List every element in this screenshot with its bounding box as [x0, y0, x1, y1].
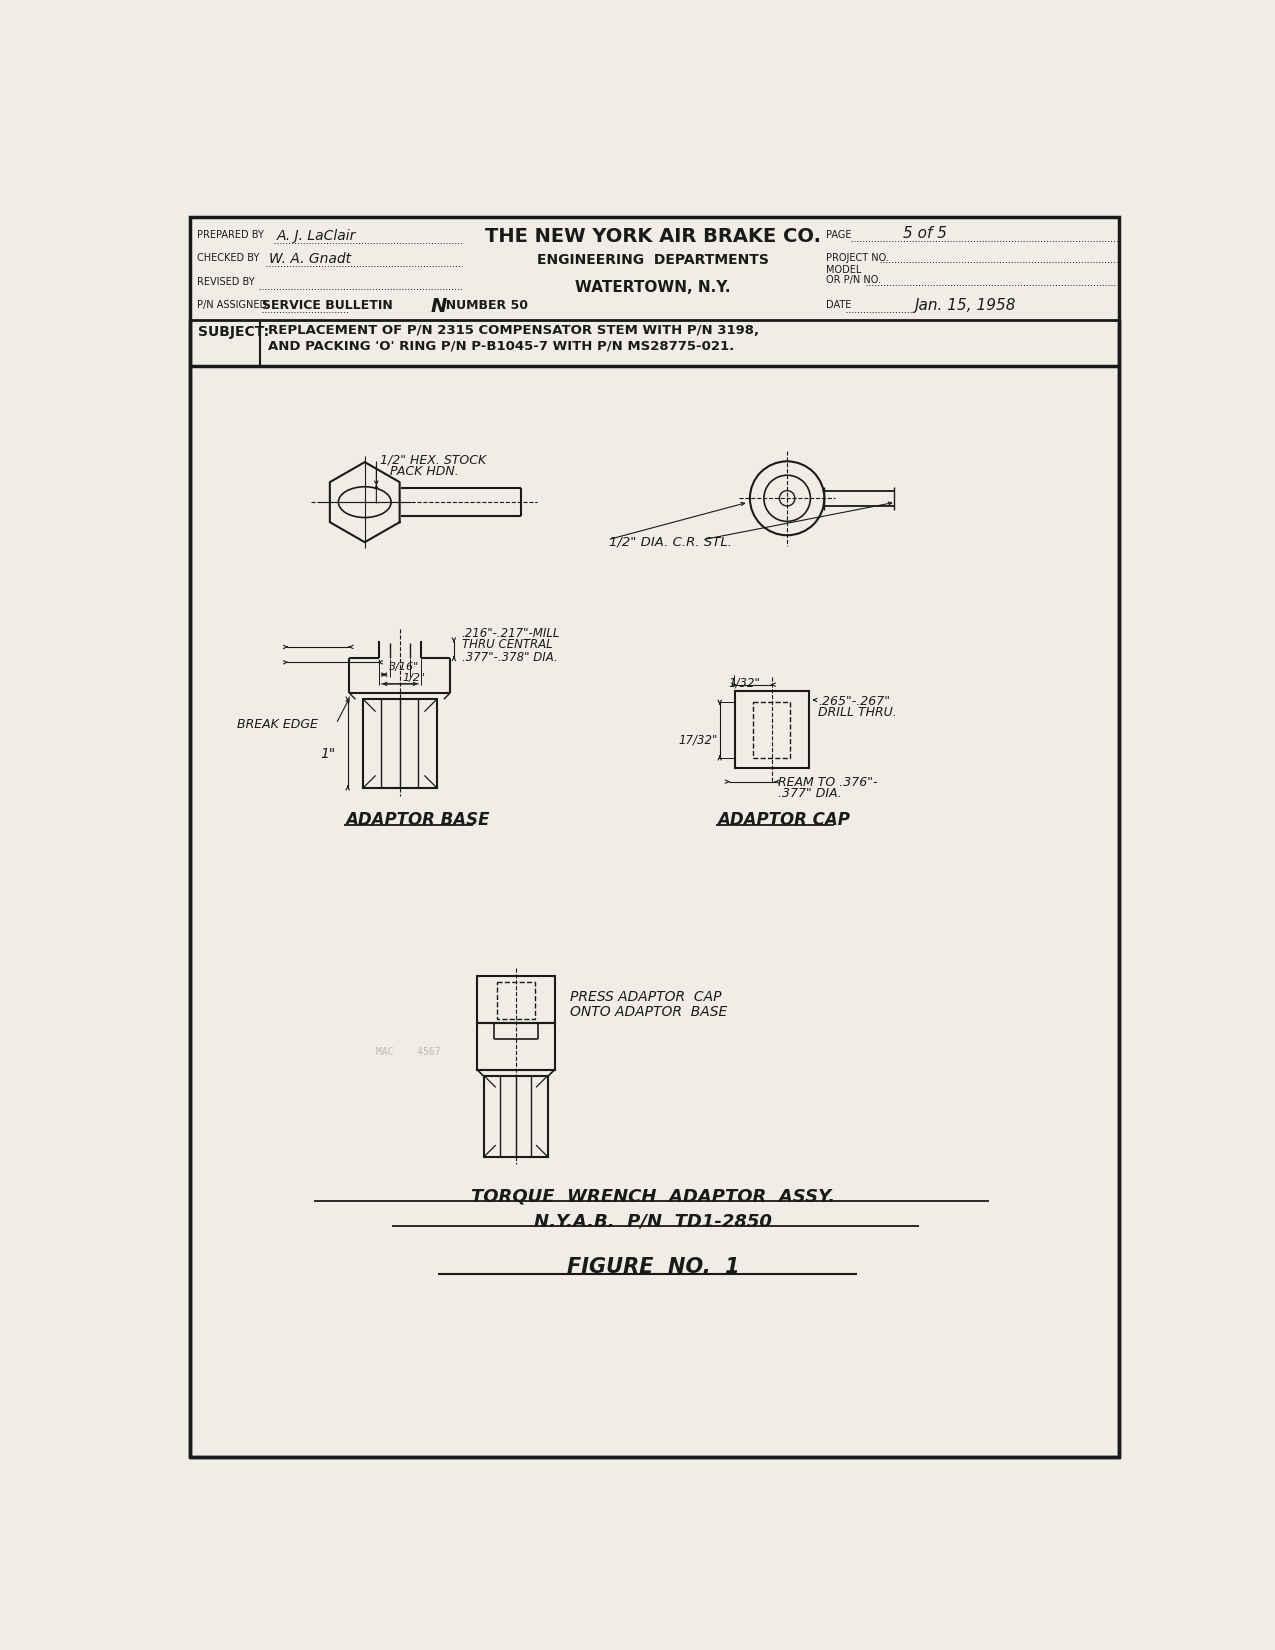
- Text: ADAPTOR BASE: ADAPTOR BASE: [346, 810, 490, 828]
- Text: DRILL THRU.: DRILL THRU.: [819, 706, 896, 719]
- Text: PACK HDN.: PACK HDN.: [390, 465, 459, 478]
- Bar: [754, 703, 790, 757]
- Text: N: N: [431, 297, 448, 315]
- Text: 17/32": 17/32": [678, 734, 718, 747]
- Text: PRESS ADAPTOR  CAP: PRESS ADAPTOR CAP: [570, 990, 722, 1003]
- Text: 1": 1": [321, 747, 337, 761]
- Text: DATE: DATE: [826, 300, 852, 310]
- Text: 3/16": 3/16": [389, 662, 419, 672]
- Text: REVISED BY: REVISED BY: [196, 277, 254, 287]
- Text: FIGURE  NO.  1: FIGURE NO. 1: [566, 1257, 740, 1277]
- Text: 1/2" DIA. C.R. STL.: 1/2" DIA. C.R. STL.: [609, 535, 732, 548]
- Text: BREAK EDGE: BREAK EDGE: [237, 718, 317, 731]
- Text: ONTO ADAPTOR  BASE: ONTO ADAPTOR BASE: [570, 1005, 727, 1020]
- Text: OR P/N NO.: OR P/N NO.: [826, 276, 881, 285]
- Bar: [736, 691, 808, 767]
- Text: THRU CENTRAL: THRU CENTRAL: [462, 639, 552, 652]
- Text: THE NEW YORK AIR BRAKE CO.: THE NEW YORK AIR BRAKE CO.: [484, 228, 821, 246]
- Bar: [484, 1076, 548, 1157]
- Text: 1/2" HEX. STOCK: 1/2" HEX. STOCK: [380, 454, 487, 467]
- Text: .377"-.378" DIA.: .377"-.378" DIA.: [462, 650, 557, 663]
- Bar: [363, 700, 437, 787]
- Text: MAC    4567: MAC 4567: [376, 1046, 441, 1056]
- Text: 5 of 5: 5 of 5: [904, 226, 947, 241]
- Text: PAGE: PAGE: [826, 231, 852, 241]
- Text: REPLACEMENT OF P/N 2315 COMPENSATOR STEM WITH P/N 3198,: REPLACEMENT OF P/N 2315 COMPENSATOR STEM…: [268, 323, 759, 337]
- Bar: [477, 1023, 555, 1069]
- Text: P/N ASSIGNED: P/N ASSIGNED: [196, 300, 266, 310]
- Text: MODEL: MODEL: [826, 266, 861, 276]
- Text: N.Y.A.B.  P/N  TD1-2850: N.Y.A.B. P/N TD1-2850: [534, 1213, 771, 1231]
- Text: WATERTOWN, N.Y.: WATERTOWN, N.Y.: [575, 279, 731, 295]
- Text: AND PACKING 'O' RING P/N P-B1045-7 WITH P/N MS28775-021.: AND PACKING 'O' RING P/N P-B1045-7 WITH …: [268, 340, 734, 353]
- Text: ADAPTOR CAP: ADAPTOR CAP: [718, 810, 850, 828]
- Text: 1/2": 1/2": [403, 673, 426, 683]
- Text: PROJECT NO.: PROJECT NO.: [826, 254, 889, 264]
- Text: TORQUE  WRENCH  ADAPTOR  ASSY.: TORQUE WRENCH ADAPTOR ASSY.: [470, 1188, 835, 1206]
- Text: .377" DIA.: .377" DIA.: [778, 787, 842, 800]
- Text: SERVICE BULLETIN: SERVICE BULLETIN: [261, 299, 393, 312]
- Bar: [496, 982, 536, 1018]
- Text: CHECKED BY: CHECKED BY: [196, 254, 259, 264]
- Text: 1/32": 1/32": [728, 676, 760, 690]
- Text: Jan. 15, 1958: Jan. 15, 1958: [915, 299, 1016, 314]
- Text: W. A. Gnadt: W. A. Gnadt: [269, 252, 352, 266]
- Text: .265"-.267": .265"-.267": [819, 695, 890, 708]
- Text: ENGINEERING  DEPARTMENTS: ENGINEERING DEPARTMENTS: [537, 254, 769, 267]
- Text: A. J. LaClair: A. J. LaClair: [277, 229, 357, 243]
- Bar: [477, 975, 555, 1023]
- Text: SUBJECT:: SUBJECT:: [198, 325, 269, 338]
- Text: PREPARED BY: PREPARED BY: [196, 231, 264, 241]
- Text: NUMBER 50: NUMBER 50: [437, 299, 528, 312]
- Text: .216"-.217"-MILL: .216"-.217"-MILL: [462, 627, 560, 640]
- Text: REAM TO .376"-: REAM TO .376"-: [778, 776, 877, 789]
